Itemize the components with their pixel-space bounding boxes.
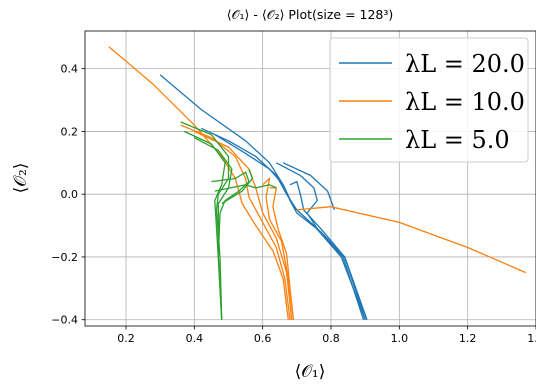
data-series bbox=[108, 46, 527, 320]
x-tick-label: 0.4 bbox=[186, 332, 204, 345]
chart-title: ⟨𝒪₁⟩ - ⟨𝒪₂⟩ Plot(size = 128³) bbox=[227, 7, 394, 22]
series-line bbox=[221, 168, 254, 205]
legend-label: λL = 5.0 bbox=[405, 126, 510, 154]
series-line bbox=[194, 130, 293, 320]
series-line bbox=[289, 180, 368, 320]
y-tick-label: −0.4 bbox=[51, 314, 78, 327]
y-tick-label: 0.2 bbox=[61, 125, 79, 138]
x-axis-label: ⟨𝒪₁⟩ bbox=[295, 362, 326, 382]
axis-ticks: 0.2 0.4 0.6 0.8 1.0 1.2 1.4 −0.4 −0.2 0.0 0.2 0.4 bbox=[51, 63, 536, 345]
y-tick-label: 0.0 bbox=[61, 188, 79, 201]
series-line bbox=[214, 184, 277, 192]
series-line bbox=[108, 46, 289, 320]
x-tick-label: 0.6 bbox=[254, 332, 272, 345]
x-tick-label: 1.0 bbox=[391, 332, 409, 345]
y-axis-label: ⟨𝒪₂⟩ bbox=[11, 163, 31, 194]
series-line bbox=[180, 121, 230, 320]
x-tick-label: 1.2 bbox=[459, 332, 477, 345]
x-tick-label: 0.2 bbox=[117, 332, 135, 345]
y-tick-label: −0.2 bbox=[51, 251, 78, 264]
legend-label: λL = 10.0 bbox=[405, 88, 525, 116]
series-line bbox=[282, 162, 336, 211]
series-line bbox=[211, 171, 250, 258]
legend-box bbox=[329, 37, 529, 163]
y-tick-label: 0.4 bbox=[61, 63, 79, 76]
legend: λL = 20.0 λL = 10.0 λL = 5.0 bbox=[329, 37, 529, 163]
x-tick-label: 1.4 bbox=[527, 332, 536, 345]
plot-frame bbox=[84, 30, 536, 327]
series-line bbox=[262, 177, 295, 320]
series-line bbox=[296, 206, 527, 274]
x-tick-label: 0.8 bbox=[322, 332, 340, 345]
legend-label: λL = 20.0 bbox=[405, 50, 525, 78]
